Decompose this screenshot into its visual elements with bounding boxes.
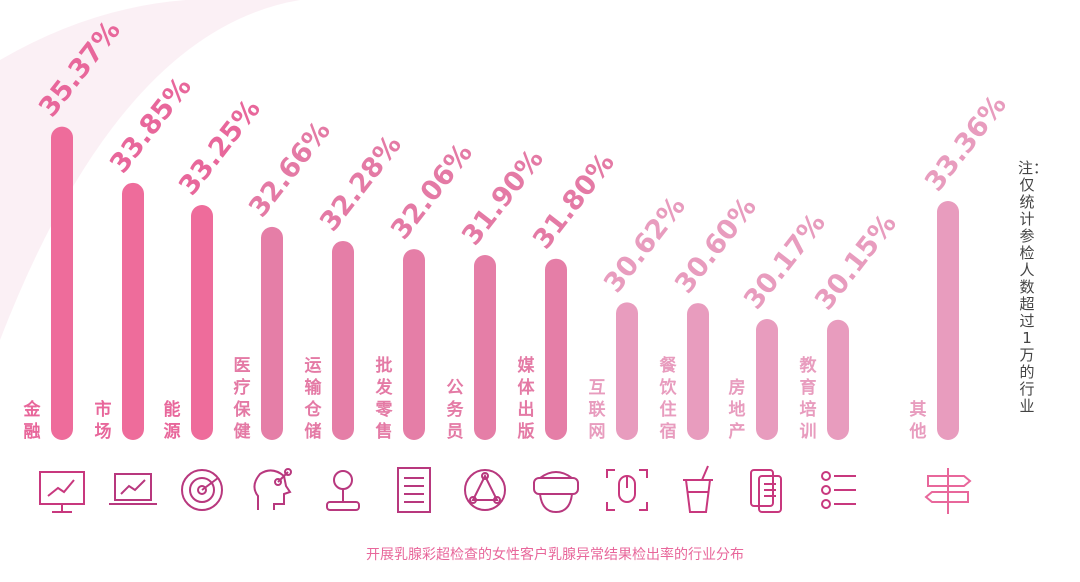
category-label-8: 互联网 [589, 378, 606, 442]
bar-12 [937, 200, 959, 440]
bar-1 [122, 182, 144, 440]
bar-0 [51, 126, 73, 441]
bar-2 [191, 205, 213, 440]
document-list-icon [397, 467, 431, 513]
value-label-0: 35.37% [33, 15, 127, 123]
category-label-11: 教育培训 [799, 355, 818, 442]
value-label-12: 33.36% [919, 90, 1013, 198]
category-label-10: 房地产 [729, 377, 746, 442]
bar-8 [616, 302, 638, 440]
bar-4 [332, 240, 354, 440]
category-label-4: 运输仓储 [304, 356, 323, 442]
bar-5 [403, 249, 425, 440]
category-label-3: 医疗保健 [233, 356, 252, 442]
category-label-7: 媒体出版 [518, 355, 536, 442]
radar-icon [181, 469, 223, 511]
bar-9 [687, 303, 709, 440]
signpost-icon [924, 468, 972, 514]
network-triangle-icon [464, 469, 506, 511]
bar-6 [474, 255, 496, 440]
bar-3 [261, 226, 283, 440]
category-label-6: 公务员 [447, 378, 465, 442]
category-label-1: 市场 [95, 399, 112, 442]
category-label-9: 餐饮住宿 [659, 355, 678, 442]
bar-10 [756, 319, 778, 440]
value-label-1: 33.85% [104, 71, 198, 179]
mouse-frame-icon [606, 469, 648, 511]
bar-11 [827, 319, 849, 440]
category-label-5: 批发零售 [375, 355, 394, 442]
list-icon [821, 471, 856, 509]
cup-icon [683, 465, 713, 513]
bar-7 [545, 258, 567, 440]
vr-headset-icon [533, 471, 579, 514]
chart-caption: 开展乳腺彩超检查的女性客户乳腺异常结果检出率的行业分布 [366, 547, 744, 563]
value-label-2: 33.25% [173, 94, 267, 202]
laptop-chart-icon [109, 473, 157, 505]
category-label-2: 能源 [164, 399, 181, 442]
head-circuit-icon [253, 468, 292, 510]
category-label-0: 金融 [23, 399, 42, 442]
monitor-chart-icon [39, 471, 85, 513]
joystick-icon [326, 470, 360, 511]
chart-note: 注：仅统计参检人数超过1万的行业 [1018, 159, 1049, 415]
category-label-12: 其他 [909, 399, 927, 442]
device-stack-icon [750, 469, 782, 513]
